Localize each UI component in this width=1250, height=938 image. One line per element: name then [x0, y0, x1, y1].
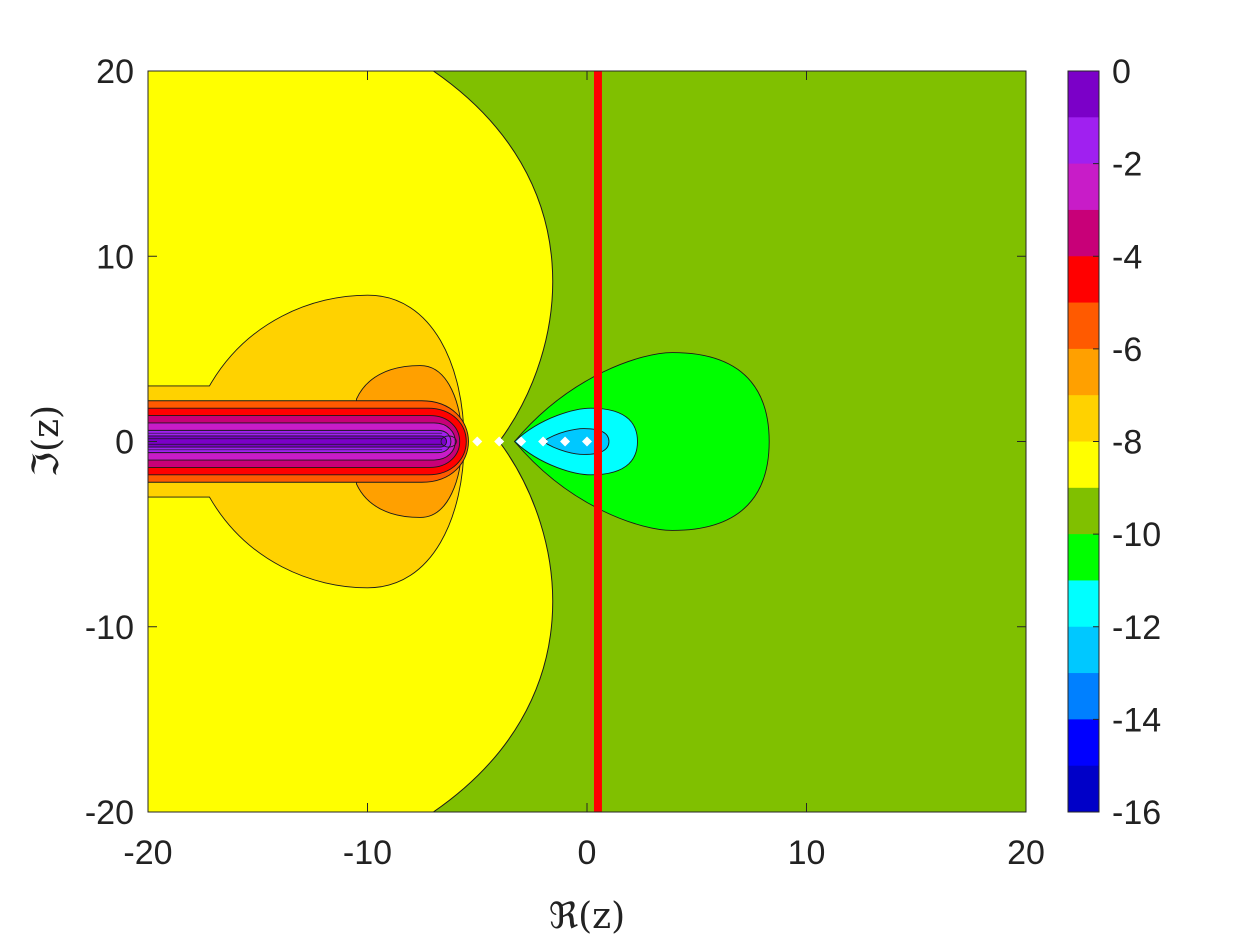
marker-point — [538, 436, 549, 447]
colorbar-swatch — [1068, 209, 1099, 257]
colorbar-tick-label: -4 — [1112, 238, 1142, 276]
region-level-13 — [542, 428, 610, 455]
region-level-1 — [148, 435, 447, 448]
y-tick-label: 20 — [96, 53, 134, 91]
marker-point — [582, 436, 592, 447]
colorbar-tick-label: -8 — [1112, 424, 1142, 462]
colorbar-swatch — [1068, 441, 1099, 489]
y-tick-label: 0 — [115, 424, 134, 462]
colorbar-tick-label: -6 — [1112, 331, 1142, 369]
x-tick-label: 20 — [1007, 834, 1045, 872]
marker-point — [472, 436, 483, 447]
x-tick-label: 10 — [788, 834, 826, 872]
marker-point — [516, 436, 527, 447]
x-axis: -20 -10 0 10 20 — [123, 71, 1045, 872]
plot-area — [148, 71, 1026, 812]
colorbar: 0 -2 -4 -6 -8 -10 -12 -14 -16 — [1067, 53, 1161, 832]
x-tick-label: 0 — [578, 834, 597, 872]
colorbar-tick-label: 0 — [1112, 53, 1131, 91]
colorbar-swatch — [1068, 487, 1099, 535]
colorbar-tick-label: -2 — [1112, 146, 1142, 184]
x-tick-label: -20 — [123, 834, 172, 872]
colorbar-swatch — [1068, 71, 1099, 118]
y-axis-label: ℑ(z) — [26, 405, 67, 477]
colorbar-tick-label: -16 — [1112, 794, 1161, 832]
colorbar-swatch — [1068, 395, 1099, 442]
y-tick-label: -10 — [85, 609, 134, 647]
colorbar-tick-label: -14 — [1112, 701, 1161, 739]
colorbar-swatch — [1068, 117, 1099, 165]
y-tick-label: 10 — [96, 238, 134, 276]
colorbar-swatch — [1068, 580, 1099, 628]
marker-point — [560, 436, 571, 447]
marker-point — [494, 436, 505, 447]
colorbar-swatch — [1068, 765, 1099, 813]
colorbar-swatch — [1068, 626, 1099, 674]
x-tick-label: -10 — [343, 834, 392, 872]
colorbar-swatch — [1068, 163, 1099, 211]
colorbar-swatch — [1068, 673, 1099, 720]
contour-line — [440, 435, 457, 448]
y-axis: -20 -10 0 10 20 — [85, 53, 1026, 832]
colorbar-swatch — [1068, 534, 1099, 581]
colorbar-tick-label: -10 — [1112, 516, 1161, 554]
colorbar-swatch — [1068, 256, 1099, 304]
x-axis-label: ℜ(z) — [549, 896, 625, 937]
colorbar-tick-label: -12 — [1112, 609, 1161, 647]
colorbar-swatch — [1068, 348, 1099, 396]
colorbar-swatch — [1068, 719, 1099, 767]
region-level-11 — [513, 352, 770, 531]
colorbar-swatch — [1068, 302, 1099, 350]
y-tick-label: -20 — [85, 794, 134, 832]
